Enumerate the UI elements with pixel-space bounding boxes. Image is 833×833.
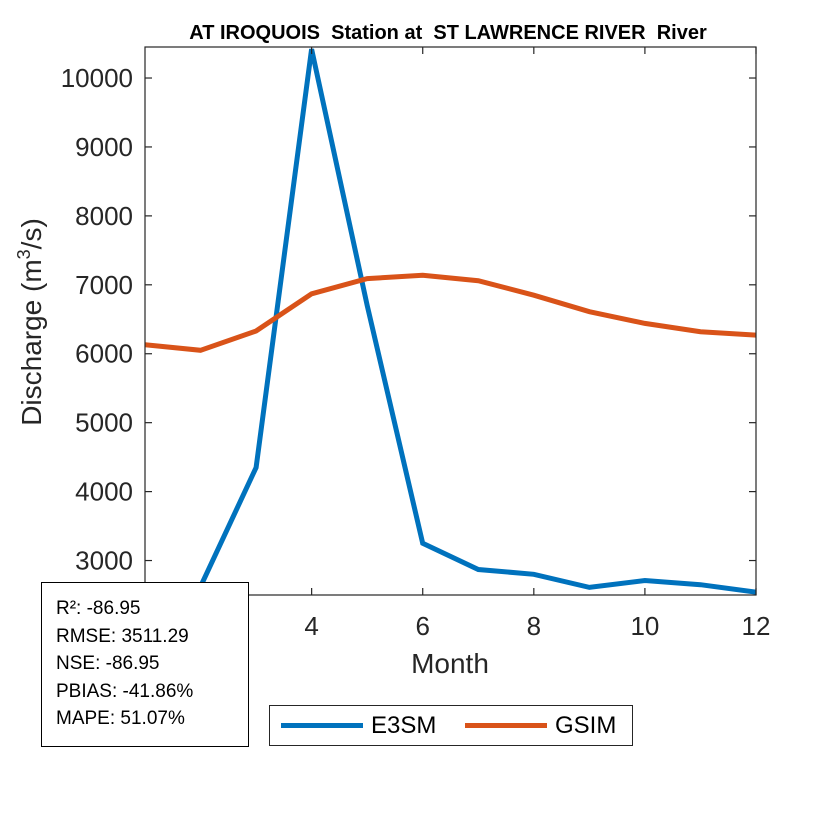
stat-nse: NSE: -86.95 [56,653,160,674]
legend-label-gsim: GSIM [555,711,617,739]
series-line-e3sm [188,48,756,595]
y-tick-label: 9000 [75,132,133,162]
legend-item-gsim: GSIM [465,706,616,745]
axes-box [144,46,757,596]
legend: E3SM GSIM [269,705,633,746]
y-tick-label: 5000 [75,408,133,438]
stat-mape: MAPE: 51.07% [56,708,185,729]
x-axis-label: Month [411,648,489,679]
y-tick-label: 4000 [75,477,133,507]
stat-pbias: PBIAS: -41.86% [56,680,194,702]
legend-label-e3sm: E3SM [371,711,437,739]
y-tick-label: 7000 [75,270,133,300]
plot-area [145,47,756,595]
x-tick-label: 8 [527,611,541,641]
chart-title: AT IROQUOIS Station at ST LAWRENCE RIVER… [189,22,707,44]
legend-item-e3sm: E3SM [281,706,436,745]
y-tick-label: 6000 [75,339,133,369]
y-tick-label: 8000 [75,201,133,231]
x-tick-label: 10 [630,611,659,641]
series-line-gsim [145,272,756,353]
y-axis-label: Discharge (m3/s) [14,218,47,426]
legend-line-e3sm [281,723,363,728]
y-tick-label: 10000 [61,63,133,93]
x-tick-label: 6 [415,611,429,641]
x-tick-label: 12 [742,611,771,641]
stat-rmse: RMSE: 3511.29 [56,625,189,647]
stats-box: R²: -86.95 RMSE: 3511.29 NSE: -86.95 PBI… [41,582,249,747]
stat-r2: R²: -86.95 [56,598,141,619]
legend-line-gsim [465,723,547,728]
x-tick-label: 4 [304,611,318,641]
y-tick-label: 3000 [75,546,133,576]
